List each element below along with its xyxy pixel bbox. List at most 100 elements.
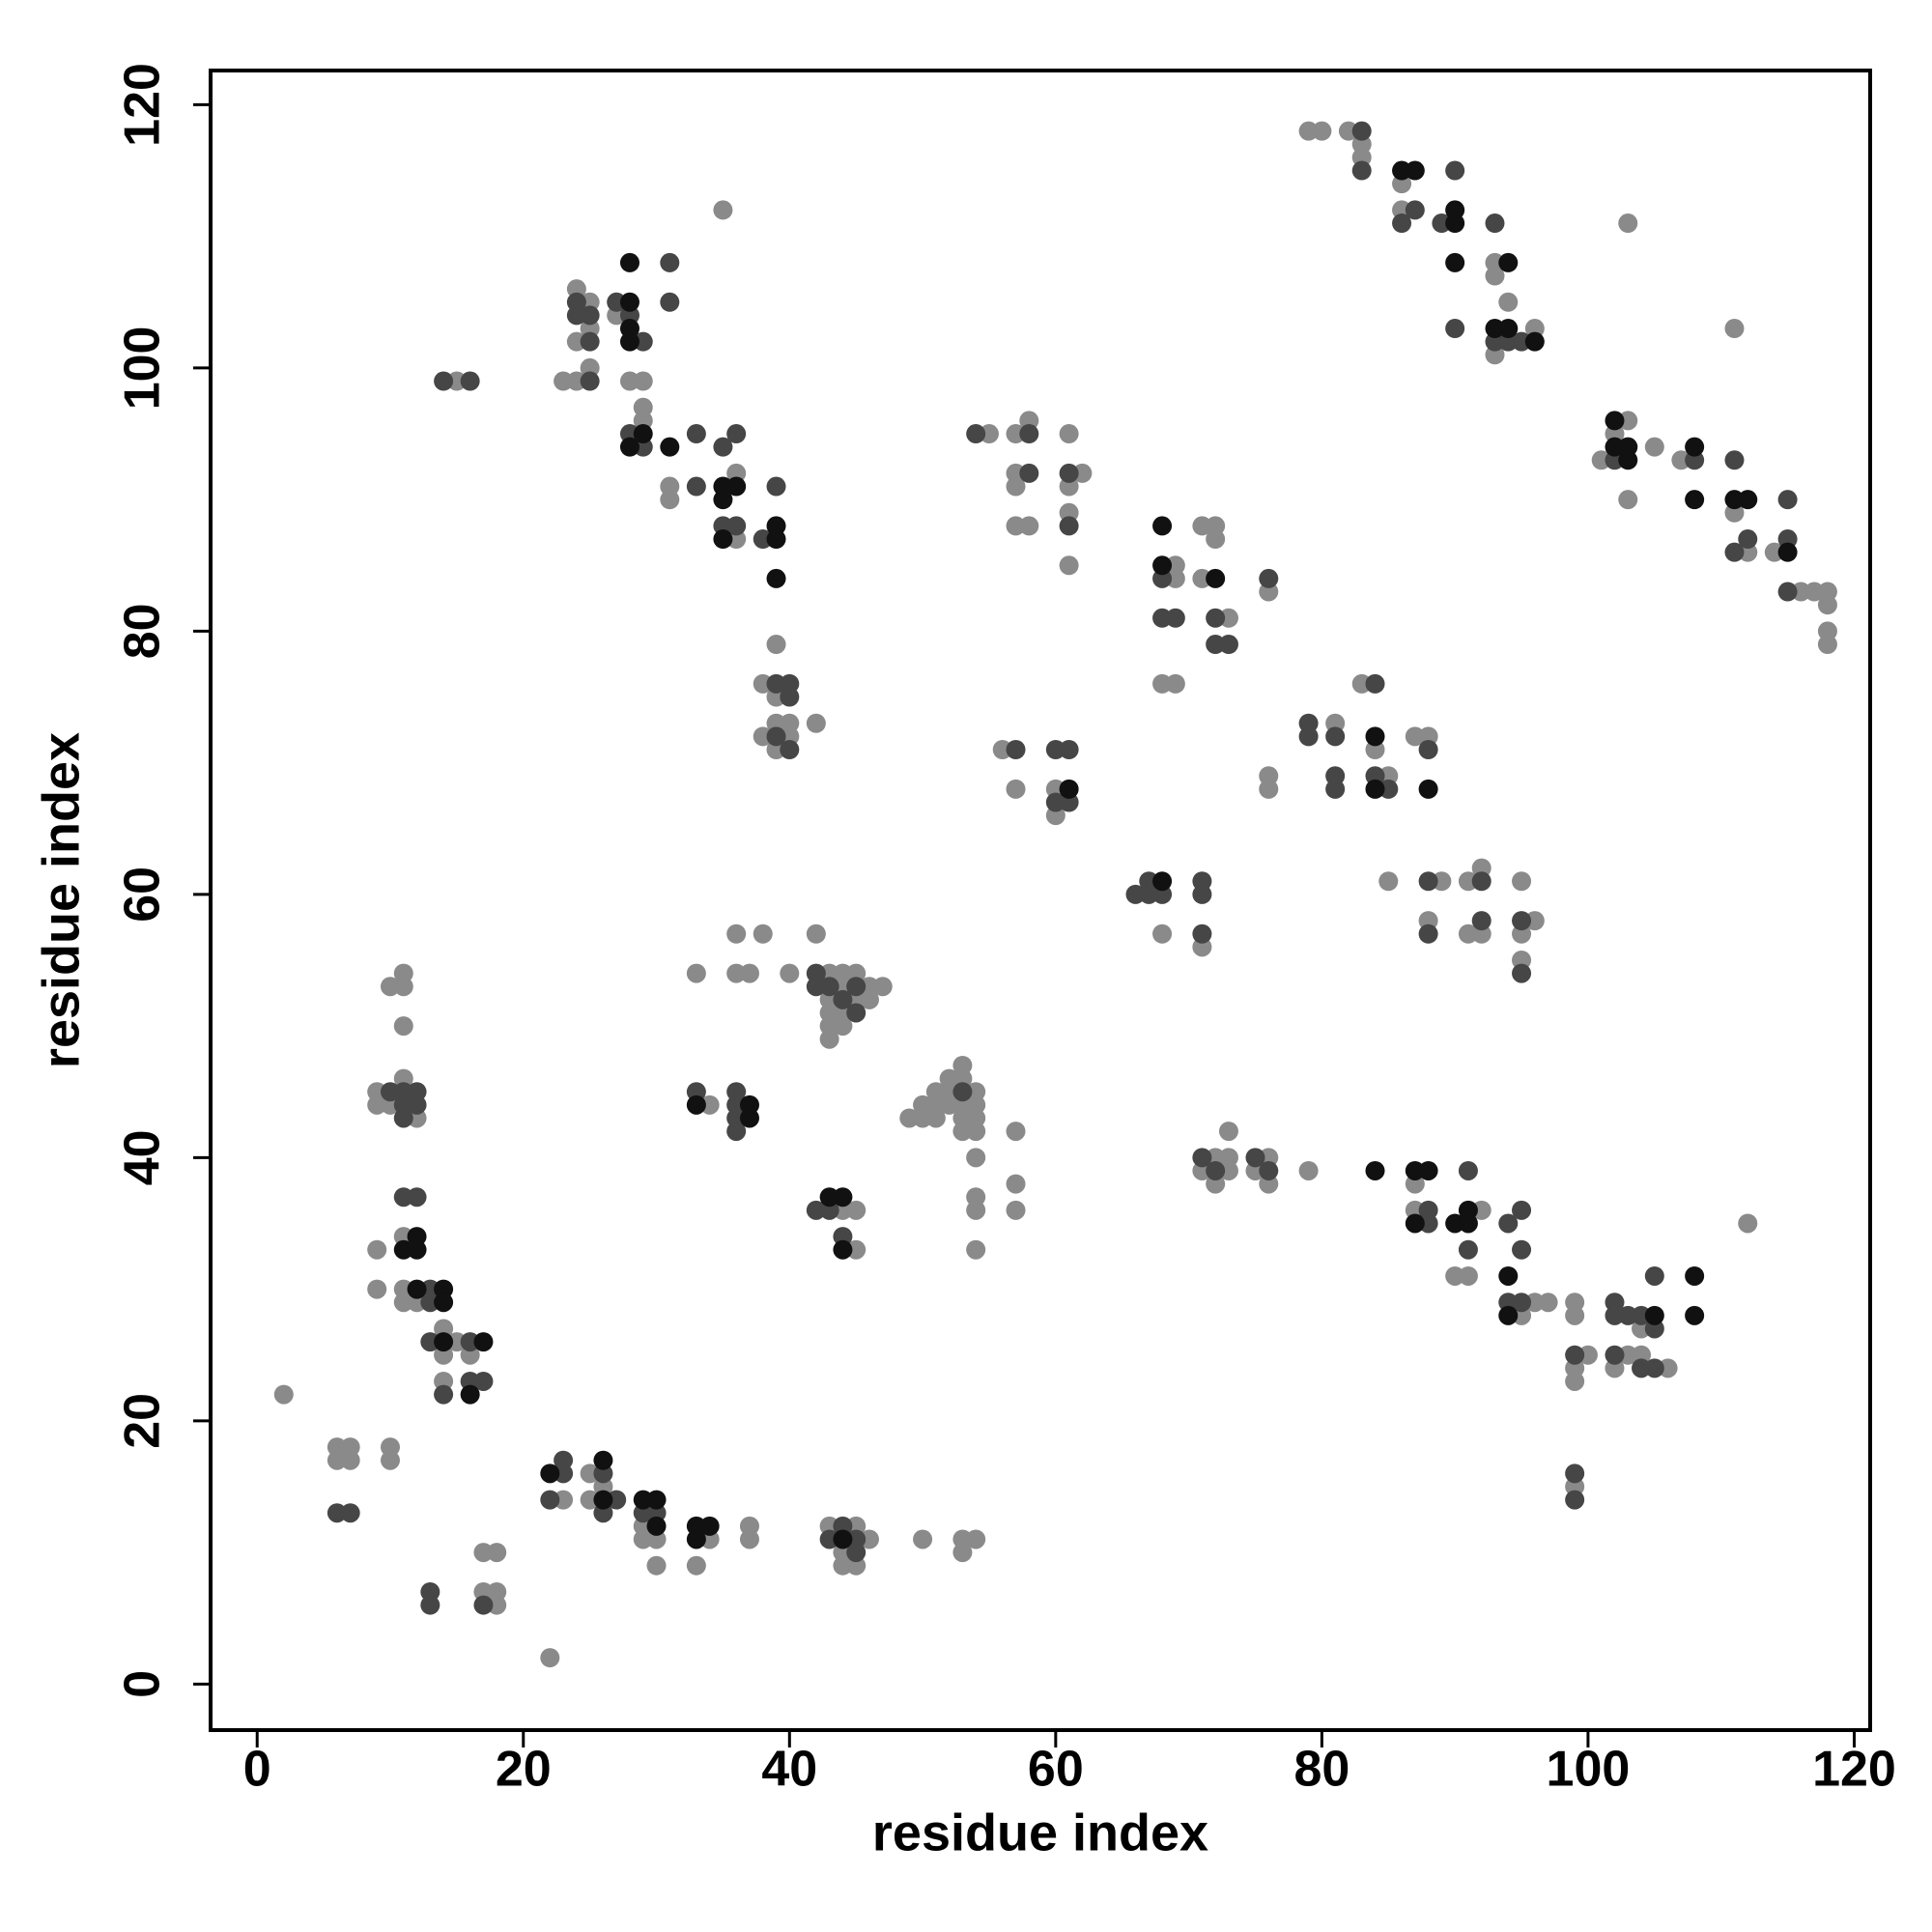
point: [966, 1148, 986, 1168]
point: [1485, 213, 1505, 234]
point: [1445, 1213, 1465, 1234]
point: [1512, 1200, 1532, 1220]
point: [1152, 673, 1173, 694]
point: [1458, 871, 1478, 892]
point: [1817, 635, 1837, 655]
point: [1006, 424, 1026, 444]
point: [1817, 595, 1837, 615]
point: [1206, 1160, 1226, 1180]
point: [1192, 516, 1212, 536]
point: [273, 1384, 294, 1405]
point: [1006, 740, 1026, 760]
point: [952, 1082, 973, 1102]
point: [1218, 608, 1238, 628]
point: [607, 292, 627, 312]
point: [739, 963, 759, 983]
point: [1458, 1265, 1478, 1286]
point: [1644, 1358, 1664, 1378]
point: [1019, 516, 1039, 536]
point: [1671, 450, 1691, 470]
point: [1485, 319, 1505, 339]
point: [554, 371, 574, 391]
point: [633, 331, 653, 352]
point: [1605, 1305, 1625, 1325]
point: [726, 424, 747, 444]
point: [1152, 871, 1173, 892]
point: [1365, 673, 1385, 694]
point: [460, 1384, 480, 1405]
point: [726, 923, 747, 944]
point: [1418, 779, 1438, 799]
point: [540, 1490, 560, 1510]
point: [1125, 884, 1146, 904]
point: [1392, 160, 1412, 181]
point: [1724, 490, 1745, 510]
point: [1644, 1305, 1664, 1325]
point: [1524, 911, 1545, 931]
point: [806, 713, 826, 733]
point: [966, 1239, 986, 1260]
point: [766, 673, 786, 694]
point: [726, 963, 747, 983]
point: [1471, 871, 1492, 892]
point: [1458, 1213, 1478, 1234]
point: [952, 1543, 973, 1563]
point: [979, 424, 999, 444]
point: [1165, 608, 1185, 628]
point: [1392, 213, 1412, 234]
point: [753, 726, 773, 747]
point: [1192, 1148, 1212, 1168]
point: [407, 1187, 427, 1208]
point: [1618, 450, 1638, 470]
x-axis-title: residue index: [872, 1804, 1208, 1861]
point: [1791, 582, 1811, 602]
point: [1632, 1358, 1652, 1378]
point: [580, 1463, 600, 1484]
point: [1471, 911, 1492, 931]
point: [699, 1516, 720, 1536]
point: [713, 437, 733, 457]
point: [739, 1529, 759, 1549]
point: [434, 1332, 454, 1352]
point: [554, 1490, 574, 1510]
point: [580, 305, 600, 326]
point: [367, 1279, 387, 1299]
point: [713, 200, 733, 220]
point: [593, 1490, 613, 1510]
point: [593, 1450, 613, 1470]
point: [393, 1108, 413, 1128]
point: [460, 371, 480, 391]
point: [566, 371, 586, 391]
point: [1298, 121, 1319, 141]
point: [1192, 923, 1212, 944]
point: [686, 476, 706, 497]
point: [1738, 490, 1758, 510]
point: [780, 740, 800, 760]
point: [1724, 542, 1745, 562]
point: [833, 1555, 853, 1576]
point: [434, 1384, 454, 1405]
point: [1512, 871, 1532, 892]
point: [846, 1543, 867, 1563]
point: [1458, 1160, 1478, 1180]
point: [1152, 608, 1173, 628]
point: [420, 1332, 440, 1352]
point: [1432, 213, 1452, 234]
point: [380, 1082, 400, 1102]
point: [766, 476, 786, 497]
point: [1777, 542, 1798, 562]
point: [1618, 411, 1638, 431]
point: [1512, 1293, 1532, 1313]
point: [939, 1068, 959, 1089]
point: [1325, 726, 1346, 747]
point: [1006, 1122, 1026, 1142]
point: [1565, 1371, 1585, 1391]
point: [1524, 1293, 1545, 1313]
point: [407, 1279, 427, 1299]
point: [580, 1490, 600, 1510]
point: [1259, 568, 1279, 588]
point: [913, 1529, 933, 1549]
point: [393, 1016, 413, 1037]
point: [1298, 1160, 1319, 1180]
point: [473, 1332, 494, 1352]
